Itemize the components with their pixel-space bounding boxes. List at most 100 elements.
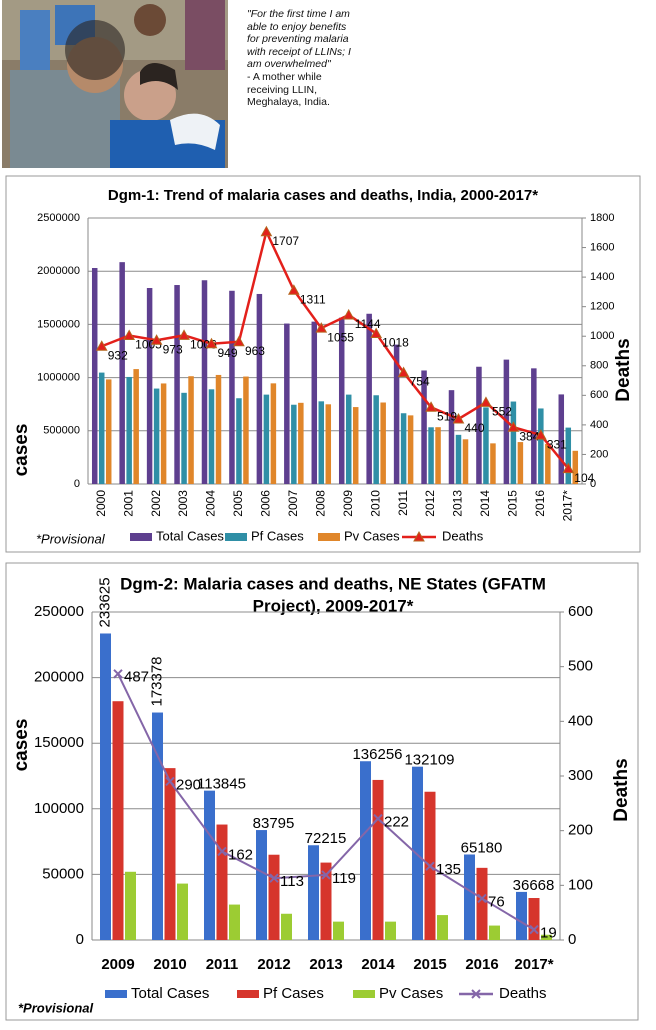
x-tick-label: 2014 [361, 956, 395, 973]
data-label: 552 [492, 405, 512, 419]
y2-tick-label: 100 [568, 876, 593, 893]
y-tick-label: 50000 [42, 865, 84, 882]
y2-tick-label: 200 [590, 448, 608, 460]
x-tick-label: 2009 [101, 956, 134, 973]
bar [325, 404, 332, 484]
bar [510, 401, 517, 484]
death-marker [95, 340, 108, 351]
x-tick-label: 2013 [309, 956, 342, 973]
data-label: 487 [124, 669, 149, 686]
bar [100, 633, 111, 940]
data-label: 1055 [327, 330, 354, 344]
data-label: 222 [384, 814, 409, 831]
y2-tick-label: 1200 [590, 301, 614, 313]
bar [133, 369, 139, 484]
x-tick-label: 2006 [259, 490, 273, 517]
y2-tick-label: 1600 [590, 241, 614, 253]
bar [201, 280, 208, 484]
bar [572, 450, 579, 484]
bar [177, 883, 188, 940]
chart-title: Dgm-2: Malaria cases and deaths, NE Stat… [120, 574, 546, 593]
y2-tick-label: 0 [568, 931, 576, 948]
data-label: 949 [218, 346, 238, 360]
bar [270, 383, 277, 484]
death-marker [315, 322, 328, 333]
bar [538, 408, 544, 484]
bar [462, 439, 469, 484]
chart-title: Project), 2009-2017* [253, 596, 414, 615]
bar [455, 434, 462, 484]
bar [435, 427, 441, 484]
x-tick-label: 2017* [560, 490, 574, 522]
y2-tick-label: 1000 [590, 330, 614, 342]
legend-swatch [130, 533, 152, 541]
bar [153, 388, 160, 484]
bar [291, 404, 297, 484]
note: *Provisional [18, 1000, 94, 1015]
bar [366, 313, 372, 484]
y2-axis-label: Deaths [613, 338, 634, 401]
death-marker [150, 334, 163, 345]
death-marker [205, 337, 218, 349]
bar [98, 372, 105, 484]
bar [126, 376, 132, 484]
bar [393, 344, 400, 484]
death-marker [529, 924, 539, 935]
bar [216, 824, 228, 940]
x-tick-label: 2012 [423, 490, 437, 517]
death-marker [425, 861, 435, 871]
bar [352, 407, 359, 484]
y-tick-label: 200000 [34, 669, 84, 686]
x-tick-label: 2004 [204, 490, 218, 517]
legend-label: Pf Cases [251, 528, 304, 543]
death-marker [113, 669, 123, 679]
bar [215, 374, 222, 484]
y-tick-label: 100000 [34, 800, 84, 817]
bar [318, 401, 325, 484]
bar [256, 830, 267, 940]
x-tick-label: 2010 [153, 956, 186, 973]
bar [490, 443, 496, 484]
x-tick-label: 2017* [514, 956, 553, 973]
bar [464, 854, 475, 940]
bar [385, 921, 396, 940]
bar [268, 854, 280, 940]
data-label: 384 [519, 429, 539, 443]
death-marker [233, 335, 245, 347]
death-marker [342, 308, 355, 320]
legend-swatch [225, 533, 247, 541]
legend-swatch [353, 990, 375, 998]
death-marker [507, 421, 520, 432]
data-label: 331 [547, 437, 567, 451]
legend-label: Deaths [499, 985, 547, 1002]
bar [528, 898, 540, 940]
y-tick-label: 0 [76, 931, 84, 948]
data-label: 1144 [355, 317, 381, 331]
legend-label: Total Cases [131, 985, 209, 1002]
data-label: 973 [163, 342, 183, 356]
note: *Provisional [36, 531, 106, 546]
bar [320, 862, 332, 940]
bar [517, 442, 524, 484]
bar [188, 376, 194, 484]
y2-tick-label: 400 [568, 712, 593, 729]
chart-frame [5, 562, 639, 1021]
bar [229, 290, 235, 484]
x-tick-label: 2016 [465, 956, 498, 973]
death-marker [370, 327, 383, 339]
legend-swatch [318, 533, 340, 541]
bar [284, 323, 290, 484]
bar [333, 921, 344, 940]
death-marker [480, 396, 492, 407]
legend-label: Pv Cases [344, 528, 400, 543]
data-label: 83795 [253, 815, 295, 832]
data-label: 19 [540, 925, 557, 942]
x-tick-label: 2003 [176, 490, 190, 517]
death-marker [260, 225, 273, 237]
bar [476, 366, 482, 484]
bar [476, 867, 488, 940]
data-label: 72215 [305, 830, 347, 847]
data-label: 519 [437, 409, 457, 423]
bar [407, 415, 414, 484]
x-tick-label: 2000 [94, 490, 108, 517]
